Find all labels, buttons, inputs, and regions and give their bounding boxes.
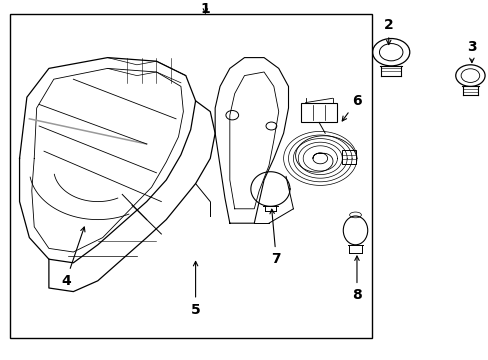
Text: 1: 1 (200, 2, 210, 16)
Bar (300, 103, 337, 122)
Text: 3: 3 (466, 40, 476, 63)
Bar (342, 150, 355, 164)
Text: 8: 8 (351, 256, 361, 302)
Text: 6: 6 (342, 94, 361, 121)
Text: 7: 7 (269, 209, 281, 266)
Text: 2: 2 (383, 18, 393, 45)
Text: 5: 5 (190, 261, 200, 316)
Bar (10, 14, 371, 338)
Text: 4: 4 (61, 227, 85, 288)
